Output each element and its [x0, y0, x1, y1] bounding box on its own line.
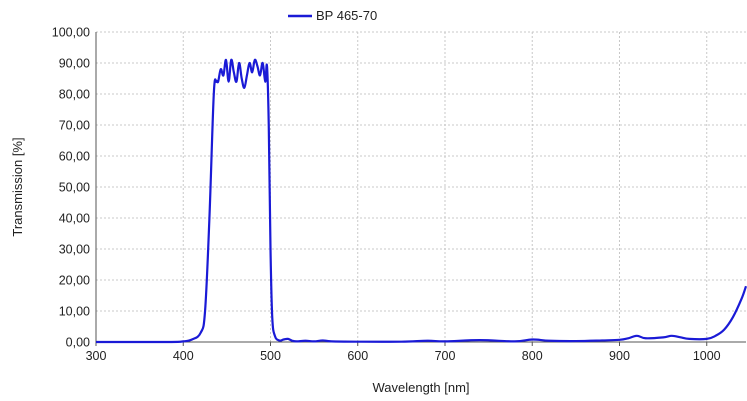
x-tick-label-700: 700	[435, 349, 456, 363]
y-tick-label-100: 100,00	[52, 26, 90, 40]
series-line-bp-465-70	[95, 58, 747, 344]
y-tick-label-10: 10,00	[59, 305, 90, 319]
y-tick-label-80: 80,00	[59, 88, 90, 102]
y-tick-label-90: 90,00	[59, 57, 90, 71]
x-tick-label-900: 900	[609, 349, 630, 363]
y-tick-label-40: 40,00	[59, 212, 90, 226]
y-tick-label-0: 0,00	[66, 336, 90, 350]
y-tick-label-50: 50,00	[59, 181, 90, 195]
series-layer	[95, 58, 747, 344]
grid-lines	[96, 31, 746, 342]
tick-labels: 0,00 10,00 20,00 30,00 40,00 50,00 60,00 70,00 8…	[52, 26, 721, 364]
x-tick-label-400: 400	[173, 349, 194, 363]
x-tick-label-600: 600	[347, 349, 368, 363]
y-tick-label-20: 20,00	[59, 274, 90, 288]
x-tick-label-1000: 1000	[693, 349, 721, 363]
x-tick-label-500: 500	[260, 349, 281, 363]
y-axis-title: Transmission [%]	[10, 137, 25, 236]
legend-label-bp-465-70: BP 465-70	[316, 8, 377, 23]
x-axis-title: Wavelength [nm]	[372, 380, 469, 395]
x-tick-label-800: 800	[522, 349, 543, 363]
y-tick-label-60: 60,00	[59, 150, 90, 164]
x-tick-label-300: 300	[86, 349, 107, 363]
y-tick-label-30: 30,00	[59, 243, 90, 257]
legend: BP 465-70	[288, 8, 377, 23]
y-tick-label-70: 70,00	[59, 119, 90, 133]
plot-axes	[95, 32, 746, 346]
